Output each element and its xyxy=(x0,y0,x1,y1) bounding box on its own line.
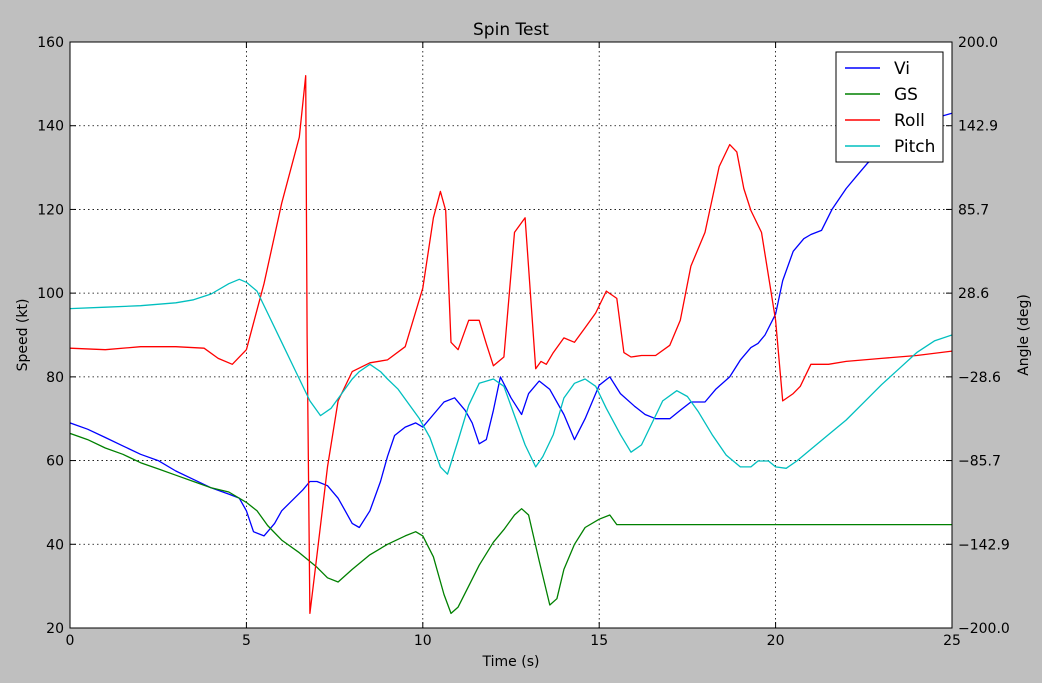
legend: Vi GS Roll Pitch xyxy=(835,51,944,163)
chart-title: Spin Test xyxy=(473,20,549,40)
x-axis-label: Time (s) xyxy=(482,654,540,670)
legend-label-roll: Roll xyxy=(894,111,925,131)
y-tick-label: 160 xyxy=(37,35,64,51)
y2-axis-label: Angle (deg) xyxy=(1016,294,1032,376)
x-tick-label: 25 xyxy=(943,633,961,649)
ticks: 0 5 10 15 20 25 20 40 60 80 100 120 140 160 −200.0 −142… xyxy=(37,35,1010,649)
y-tick-label: 120 xyxy=(37,202,64,218)
y-tick-label: 100 xyxy=(37,286,64,302)
plot-frame xyxy=(69,41,953,629)
legend-label-gs: GS xyxy=(894,85,918,105)
legend-box xyxy=(835,51,944,163)
y2-tick-label: −142.9 xyxy=(958,537,1010,553)
x-tick-label: 5 xyxy=(242,633,251,649)
x-tick-label: 20 xyxy=(767,633,785,649)
y-tick-label: 80 xyxy=(46,370,64,386)
y-tick-label: 60 xyxy=(46,454,64,470)
plot-area xyxy=(70,42,952,628)
y2-tick-label: −200.0 xyxy=(958,621,1010,637)
y2-tick-label: −28.6 xyxy=(958,370,1001,386)
y-tick-label: 40 xyxy=(46,537,64,553)
y2-tick-label: 85.7 xyxy=(958,202,989,218)
y-tick-label: 140 xyxy=(37,119,64,135)
y-tick-label: 20 xyxy=(46,621,64,637)
y2-tick-label: 200.0 xyxy=(958,35,998,51)
series-line-roll xyxy=(70,75,952,615)
series-layer xyxy=(70,75,952,615)
x-tick-label: 15 xyxy=(590,633,608,649)
series-line-pitch xyxy=(70,278,952,475)
x-tick-label: 10 xyxy=(414,633,432,649)
legend-label-pitch: Pitch xyxy=(894,137,935,157)
y2-tick-label: 28.6 xyxy=(958,286,989,302)
legend-label-vi: Vi xyxy=(894,59,910,79)
series-line-vi xyxy=(70,112,952,537)
series-line-gs xyxy=(70,432,952,615)
x-tick-label: 0 xyxy=(66,633,75,649)
y2-tick-label: −85.7 xyxy=(958,454,1001,470)
y2-tick-label: 142.9 xyxy=(958,119,998,135)
y-axis-label: Speed (kt) xyxy=(15,299,31,372)
